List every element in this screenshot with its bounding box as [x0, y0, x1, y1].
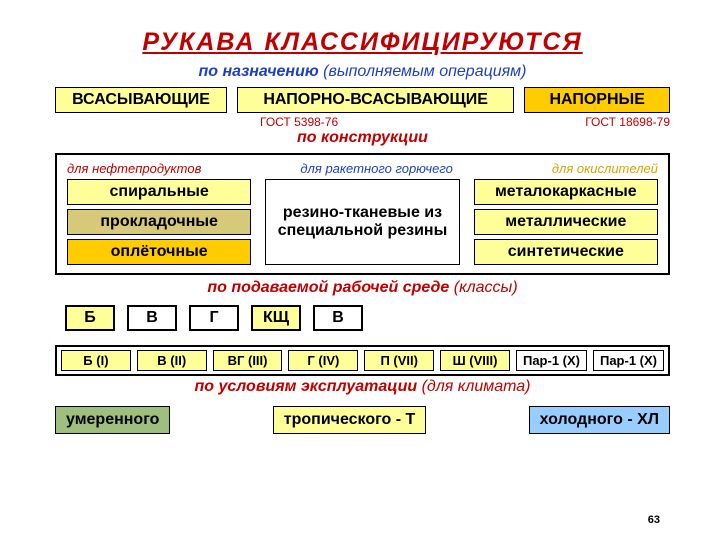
col1-box-0: спиральные [67, 179, 251, 205]
page-number: 63 [648, 514, 660, 526]
sbox-4: В [313, 305, 363, 331]
purpose-box-0: ВСАСЫВАЮЩИЕ [55, 87, 227, 113]
head-1: для ракетного горючего [300, 161, 452, 176]
section2-label-text: по конструкции [297, 129, 428, 146]
section4-label: по условиям эксплуатации (для климата) [55, 378, 670, 396]
purpose-row: ВСАСЫВАЮЩИЕ НАПОРНО-ВСАСЫВАЮЩИЕ НАПОРНЫЕ [55, 87, 670, 113]
section1-label-rest: (выполняемым операциям) [319, 63, 527, 80]
section1-label-emph: по назначению [199, 63, 319, 80]
col1-box-1: прокладочные [67, 209, 251, 235]
construction-heads: для нефтепродуктов для ракетного горючег… [67, 161, 658, 176]
section3-label: по подаваемой рабочей среде (классы) [55, 279, 670, 297]
section3-label-emph: по подаваемой рабочей среде [207, 279, 449, 296]
sbox-2: Г [189, 305, 239, 331]
cbox-1: В (II) [137, 350, 207, 371]
full-class-row: Б (I) В (II) ВГ (III) Г (IV) П (VII) Ш (… [55, 345, 670, 376]
section3-label-rest: (классы) [449, 279, 517, 296]
climate-1: тропического - Т [273, 406, 427, 434]
purpose-box-1: НАПОРНО-ВСАСЫВАЮЩИЕ [237, 87, 514, 113]
cbox-4: П (VII) [364, 350, 434, 371]
col3-box-0: металокаркасные [474, 179, 658, 205]
small-class-row: Б В Г КЩ В [65, 305, 670, 331]
col1-box-2: оплёточные [67, 239, 251, 265]
cbox-5: Ш (VIII) [440, 350, 510, 371]
climate-0: умеренного [55, 406, 170, 434]
gost-right: ГОСТ 18698-79 [533, 115, 670, 129]
main-title: РУКАВА КЛАССИФИЦИРУЮТСЯ [55, 28, 670, 57]
cbox-3: Г (IV) [288, 350, 358, 371]
col2-box: резино-тканевые из специальной резины [265, 179, 459, 265]
col-3: металокаркасные металлические синтетичес… [474, 179, 658, 265]
section4-label-rest: (для климата) [417, 378, 530, 395]
climate-2: холодного - ХЛ [529, 406, 670, 434]
cbox-0: Б (I) [61, 350, 131, 371]
cbox-2: ВГ (III) [213, 350, 283, 371]
construction-cols: спиральные прокладочные оплёточные резин… [67, 179, 658, 265]
section1-label: по назначению (выполняемым операциям) [55, 63, 670, 81]
gost-row: ГОСТ 5398-76 ГОСТ 18698-79 [55, 115, 670, 129]
section2-label: по конструкции [55, 129, 670, 147]
purpose-box-2: НАПОРНЫЕ [524, 87, 670, 113]
sbox-3: КЩ [251, 305, 301, 331]
cbox-7: Пар-1 (X) [593, 350, 664, 371]
col3-box-2: синтетические [474, 239, 658, 265]
cbox-6: Пар-1 (X) [516, 350, 587, 371]
head-2: для окислителей [552, 161, 658, 176]
section4-label-emph: по условиям эксплуатации [195, 378, 418, 395]
sbox-1: В [127, 305, 177, 331]
construction-frame: для нефтепродуктов для ракетного горючег… [55, 153, 670, 275]
gost-left: ГОСТ 5398-76 [260, 115, 533, 129]
sbox-0: Б [65, 305, 115, 331]
head-0: для нефтепродуктов [67, 161, 201, 176]
col3-box-1: металлические [474, 209, 658, 235]
col-1: спиральные прокладочные оплёточные [67, 179, 251, 265]
climate-row: умеренного тропического - Т холодного - … [55, 406, 670, 434]
